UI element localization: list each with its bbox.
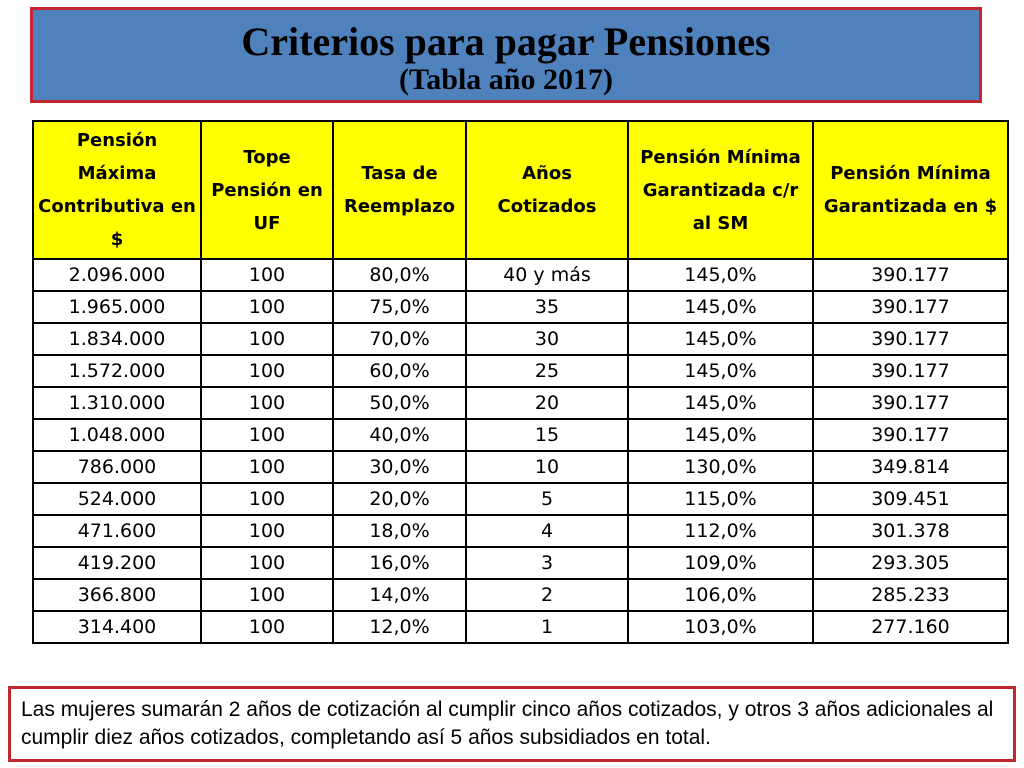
cell-pension-minima-sm: 145,0%	[627, 418, 814, 452]
table-row: 1.048.000 100 40,0% 15 145,0% 390.177	[32, 418, 1009, 452]
cell-tope-pension: 100	[200, 386, 334, 420]
cell-tasa-reemplazo: 80,0%	[332, 258, 467, 292]
cell-anos-cotizados: 30	[465, 322, 629, 356]
cell-tasa-reemplazo: 40,0%	[332, 418, 467, 452]
cell-anos-cotizados: 40 y más	[465, 258, 629, 292]
cell-pension-maxima: 1.572.000	[32, 354, 202, 388]
cell-anos-cotizados: 15	[465, 418, 629, 452]
header-pension-maxima: Pensión Máxima Contributiva en $	[32, 120, 202, 260]
cell-tope-pension: 100	[200, 290, 334, 324]
table-header-row: Pensión Máxima Contributiva en $ Tope Pe…	[32, 120, 1009, 260]
cell-anos-cotizados: 20	[465, 386, 629, 420]
cell-tasa-reemplazo: 60,0%	[332, 354, 467, 388]
cell-pension-minima-pesos: 309.451	[812, 482, 1009, 516]
cell-tasa-reemplazo: 16,0%	[332, 546, 467, 580]
cell-pension-maxima: 524.000	[32, 482, 202, 516]
cell-pension-maxima: 419.200	[32, 546, 202, 580]
cell-pension-minima-sm: 115,0%	[627, 482, 814, 516]
cell-pension-minima-pesos: 390.177	[812, 290, 1009, 324]
cell-pension-maxima: 2.096.000	[32, 258, 202, 292]
cell-pension-minima-sm: 145,0%	[627, 258, 814, 292]
table-row: 1.310.000 100 50,0% 20 145,0% 390.177	[32, 386, 1009, 420]
cell-tasa-reemplazo: 20,0%	[332, 482, 467, 516]
table-row: 1.965.000 100 75,0% 35 145,0% 390.177	[32, 290, 1009, 324]
cell-anos-cotizados: 1	[465, 610, 629, 644]
title-banner: Criterios para pagar Pensiones (Tabla añ…	[30, 7, 982, 103]
cell-anos-cotizados: 5	[465, 482, 629, 516]
cell-pension-maxima: 1.048.000	[32, 418, 202, 452]
header-pension-minima-sm: Pensión Mínima Garantizada c/r al SM	[627, 120, 814, 260]
cell-tope-pension: 100	[200, 514, 334, 548]
cell-anos-cotizados: 10	[465, 450, 629, 484]
table-row: 471.600 100 18,0% 4 112,0% 301.378	[32, 514, 1009, 548]
cell-tasa-reemplazo: 18,0%	[332, 514, 467, 548]
cell-pension-minima-pesos: 349.814	[812, 450, 1009, 484]
cell-tope-pension: 100	[200, 482, 334, 516]
cell-anos-cotizados: 4	[465, 514, 629, 548]
cell-pension-minima-pesos: 390.177	[812, 322, 1009, 356]
cell-pension-minima-sm: 103,0%	[627, 610, 814, 644]
cell-tope-pension: 100	[200, 450, 334, 484]
table-row: 524.000 100 20,0% 5 115,0% 309.451	[32, 482, 1009, 516]
header-tope-pension: Tope Pensión en UF	[200, 120, 334, 260]
cell-pension-minima-sm: 112,0%	[627, 514, 814, 548]
cell-pension-minima-sm: 109,0%	[627, 546, 814, 580]
cell-anos-cotizados: 35	[465, 290, 629, 324]
cell-pension-minima-sm: 145,0%	[627, 354, 814, 388]
cell-pension-maxima: 1.310.000	[32, 386, 202, 420]
cell-tasa-reemplazo: 75,0%	[332, 290, 467, 324]
cell-pension-maxima: 471.600	[32, 514, 202, 548]
cell-tasa-reemplazo: 12,0%	[332, 610, 467, 644]
cell-tope-pension: 100	[200, 610, 334, 644]
table-row: 1.834.000 100 70,0% 30 145,0% 390.177	[32, 322, 1009, 356]
footnote-text: Las mujeres sumarán 2 años de cotización…	[21, 698, 994, 749]
table-row: 786.000 100 30,0% 10 130,0% 349.814	[32, 450, 1009, 484]
cell-pension-minima-pesos: 390.177	[812, 418, 1009, 452]
cell-pension-minima-pesos: 390.177	[812, 354, 1009, 388]
cell-anos-cotizados: 2	[465, 578, 629, 612]
cell-pension-minima-sm: 145,0%	[627, 290, 814, 324]
cell-pension-minima-pesos: 293.305	[812, 546, 1009, 580]
cell-tope-pension: 100	[200, 578, 334, 612]
cell-tope-pension: 100	[200, 418, 334, 452]
cell-pension-maxima: 1.834.000	[32, 322, 202, 356]
header-anos-cotizados: Años Cotizados	[465, 120, 629, 260]
table-row: 2.096.000 100 80,0% 40 y más 145,0% 390.…	[32, 258, 1009, 292]
footnote-box: Las mujeres sumarán 2 años de cotización…	[8, 686, 1016, 762]
cell-pension-maxima: 314.400	[32, 610, 202, 644]
page-title: Criterios para pagar Pensiones	[241, 19, 771, 64]
cell-anos-cotizados: 3	[465, 546, 629, 580]
table-row: 1.572.000 100 60,0% 25 145,0% 390.177	[32, 354, 1009, 388]
cell-pension-minima-pesos: 301.378	[812, 514, 1009, 548]
cell-tope-pension: 100	[200, 322, 334, 356]
cell-tasa-reemplazo: 30,0%	[332, 450, 467, 484]
cell-tasa-reemplazo: 14,0%	[332, 578, 467, 612]
cell-pension-maxima: 1.965.000	[32, 290, 202, 324]
header-pension-minima-pesos: Pensión Mínima Garantizada en $	[812, 120, 1009, 260]
cell-pension-minima-pesos: 277.160	[812, 610, 1009, 644]
pension-table: Pensión Máxima Contributiva en $ Tope Pe…	[32, 120, 1009, 644]
cell-pension-minima-pesos: 390.177	[812, 386, 1009, 420]
cell-pension-minima-sm: 145,0%	[627, 322, 814, 356]
cell-tope-pension: 100	[200, 546, 334, 580]
table-row: 314.400 100 12,0% 1 103,0% 277.160	[32, 610, 1009, 644]
cell-pension-maxima: 366.800	[32, 578, 202, 612]
cell-pension-minima-pesos: 390.177	[812, 258, 1009, 292]
cell-pension-minima-sm: 130,0%	[627, 450, 814, 484]
cell-pension-minima-sm: 145,0%	[627, 386, 814, 420]
header-tasa-reemplazo: Tasa de Reemplazo	[332, 120, 467, 260]
cell-pension-maxima: 786.000	[32, 450, 202, 484]
cell-pension-minima-sm: 106,0%	[627, 578, 814, 612]
table-row: 366.800 100 14,0% 2 106,0% 285.233	[32, 578, 1009, 612]
page-subtitle: (Tabla año 2017)	[399, 63, 613, 96]
cell-pension-minima-pesos: 285.233	[812, 578, 1009, 612]
cell-tasa-reemplazo: 50,0%	[332, 386, 467, 420]
cell-anos-cotizados: 25	[465, 354, 629, 388]
cell-tope-pension: 100	[200, 354, 334, 388]
cell-tasa-reemplazo: 70,0%	[332, 322, 467, 356]
table-row: 419.200 100 16,0% 3 109,0% 293.305	[32, 546, 1009, 580]
cell-tope-pension: 100	[200, 258, 334, 292]
